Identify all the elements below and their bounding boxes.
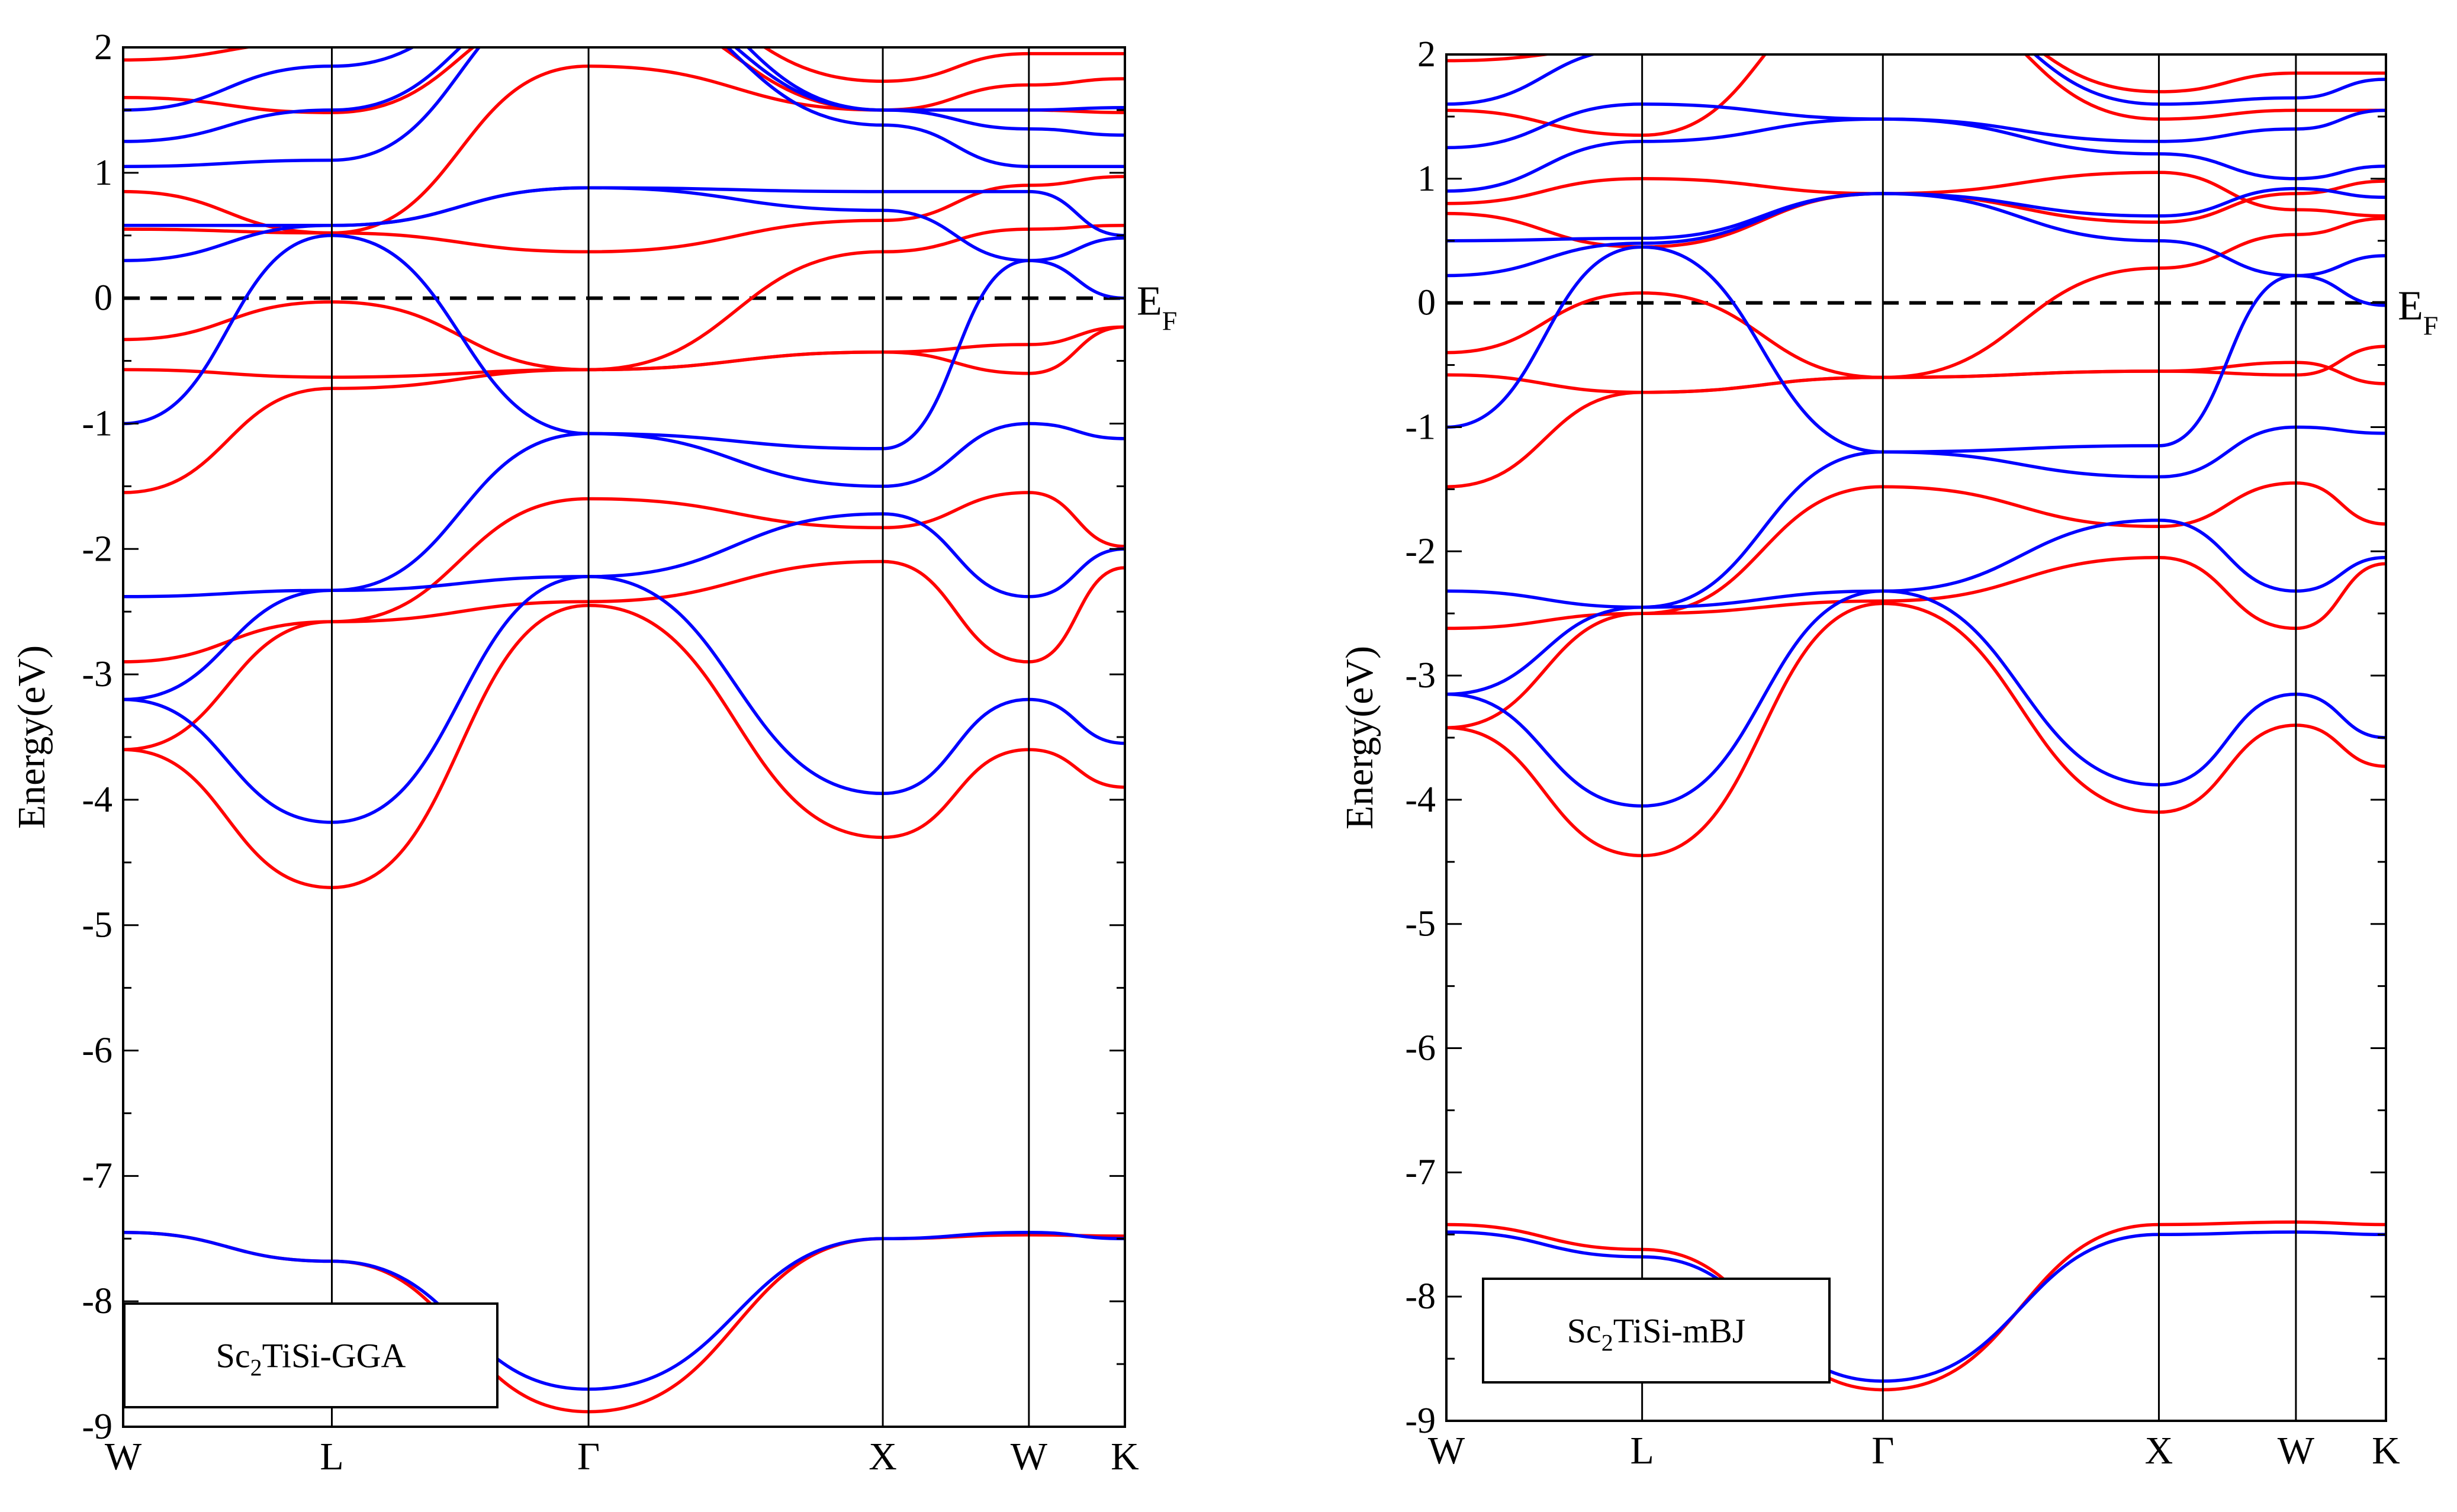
y-tick-label: -7 (1405, 1152, 1436, 1192)
spin-down-band-0 (1446, 1230, 2386, 1383)
spin-up-band-1 (1446, 601, 2386, 858)
y-axis-title: Energy(eV) (1338, 646, 1381, 829)
kpoint-label: X (869, 1435, 897, 1478)
spin-down-band-9 (1446, 54, 2386, 106)
kpoint-label: K (1111, 1435, 1139, 1478)
spin-down-band-8 (1446, 102, 2386, 150)
spin-up-band-10 (123, 47, 1125, 83)
spin-up-band-5 (1446, 361, 2386, 394)
fermi-level-label: EF (1137, 279, 1177, 336)
bands-group (123, 47, 1125, 1414)
spin-up-band-0 (1446, 1220, 2386, 1392)
spin-down-band-4 (1446, 245, 2386, 454)
spin-down-band-7 (1446, 117, 2386, 193)
legend-label: Sc2TiSi-GGA (216, 1337, 406, 1381)
spin-down-band-3 (123, 422, 1125, 599)
spin-down-band-3 (1446, 425, 2386, 609)
spin-up-band-4 (1446, 345, 2386, 488)
spin-down-band-5 (123, 186, 1125, 300)
plot-frame (122, 46, 1126, 1428)
spin-down-band-9 (123, 47, 1125, 112)
spin-down-band-1 (1446, 589, 2386, 808)
fermi-level-label: EF (2398, 284, 2438, 341)
kpoint-label: W (105, 1435, 142, 1478)
kpoint-label: K (2372, 1429, 2400, 1472)
y-tick-label: 2 (1417, 34, 1436, 75)
spin-up-band-1 (123, 603, 1125, 889)
spin-down-band-5 (1446, 192, 2386, 278)
spin-down-band-2 (123, 512, 1125, 702)
kpoint-label: X (2145, 1429, 2173, 1472)
spin-down-band-8 (123, 47, 1125, 143)
legend-label: Sc2TiSi-mBJ (1567, 1312, 1746, 1356)
spin-down-band-0 (123, 1230, 1125, 1391)
y-tick-label: -2 (1405, 531, 1436, 571)
kpoint-label: Γ (1871, 1429, 1894, 1472)
kpoint-label: W (1011, 1435, 1048, 1478)
y-tick-label: -9 (1405, 1401, 1436, 1441)
panel-gga: -9 -8 -7 -6 -5 -4 -3 -2 -1 0 1 2 W L Γ X W K Energy(eV) EF S… (10, 27, 1177, 1478)
spin-up-band-6 (1446, 217, 2386, 379)
y-tick-label: -8 (1405, 1276, 1436, 1317)
y-axis-title: Energy(eV) (10, 645, 53, 829)
spin-up-band-9 (123, 47, 1125, 114)
y-tick-label: -7 (82, 1156, 112, 1196)
spin-up-band-3 (123, 491, 1125, 664)
y-tick-label: 0 (1417, 283, 1436, 323)
spin-up-band-8 (1446, 170, 2386, 218)
spin-up-band-5 (123, 325, 1125, 379)
kpoint-label: Γ (577, 1435, 600, 1478)
spin-up-band-9 (1446, 54, 2386, 137)
spin-down-band-1 (123, 575, 1125, 824)
y-tick-label: 2 (94, 27, 112, 67)
y-tick-label: -9 (82, 1407, 112, 1447)
y-tick-label: -2 (82, 529, 112, 569)
y-tick-label: -6 (82, 1031, 112, 1071)
y-tick-label: 1 (1417, 159, 1436, 199)
spin-down-band-6 (1446, 186, 2386, 243)
y-tick-label: -1 (1405, 407, 1436, 447)
panel-mbj: -9 -8 -7 -6 -5 -4 -3 -2 -1 0 1 2 W L Γ X W K Energy(eV) EF S… (1338, 34, 2438, 1472)
spin-down-band-2 (1446, 519, 2386, 696)
y-tick-label: -4 (82, 780, 112, 820)
spin-up-band-3 (1446, 481, 2386, 630)
y-tick-label: -5 (82, 905, 112, 945)
legend-box (123, 1302, 499, 1408)
spin-up-band-6 (123, 224, 1125, 372)
y-tick-label: 0 (94, 278, 112, 319)
y-tick-label: -1 (82, 403, 112, 443)
spin-down-band-4 (123, 233, 1125, 451)
y-tick-label: -6 (1405, 1028, 1436, 1069)
y-tick-label: -4 (1405, 780, 1436, 820)
y-tick-label: -8 (82, 1281, 112, 1321)
plot-frame (1445, 53, 2387, 1422)
y-tick-label: -3 (1405, 655, 1436, 696)
legend-box (1482, 1278, 1831, 1384)
spin-up-band-10 (1446, 54, 2386, 94)
spin-up-band-2 (1446, 556, 2386, 729)
kpoint-label: W (2278, 1429, 2315, 1472)
spin-up-band-4 (123, 325, 1125, 494)
kpoint-label: L (320, 1435, 343, 1478)
y-tick-label: -3 (82, 654, 112, 694)
y-tick-label: -5 (1405, 904, 1436, 944)
kpoint-label: W (1428, 1429, 1465, 1472)
kpoint-label: L (1630, 1429, 1654, 1472)
spin-down-band-7 (123, 47, 1125, 168)
y-tick-label: 1 (94, 153, 112, 193)
bands-group (1446, 54, 2386, 1392)
